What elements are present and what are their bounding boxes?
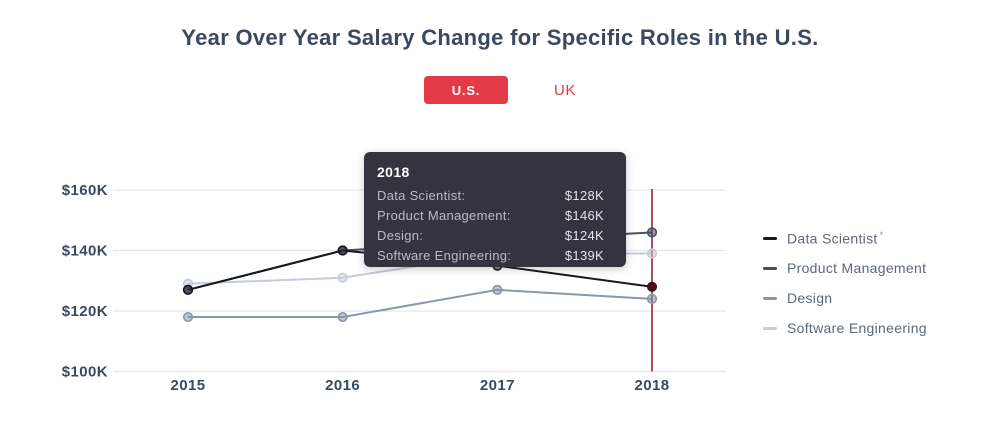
- y-axis-tick-label: $160K: [62, 182, 108, 199]
- data-point-data-scientist-2018[interactable]: [646, 281, 658, 292]
- tooltip-row-product-management: Product Management: $146K: [377, 206, 604, 226]
- legend-label: Software Engineering: [787, 320, 927, 336]
- data-point-software-engineering-2016[interactable]: [337, 272, 348, 283]
- us-toggle-button[interactable]: U.S.: [423, 76, 508, 104]
- uk-toggle-button[interactable]: UK: [553, 81, 577, 99]
- data-point-design-2016[interactable]: [337, 311, 348, 323]
- x-axis-tick-label: 2015: [171, 377, 206, 394]
- legend-swatch-product-management: [763, 266, 777, 270]
- data-point-product-management-2018[interactable]: [646, 227, 658, 238]
- series-line-design: [188, 288, 653, 319]
- x-axis-tick-label: 2016: [325, 377, 360, 394]
- tooltip-row-data-scientist: Data Scientist: $128K: [377, 186, 604, 206]
- legend-swatch-data-scientist: [763, 236, 777, 240]
- legend-swatch-software-engineering: [763, 326, 777, 330]
- legend-swatch-design: [763, 296, 777, 300]
- chart-tooltip: 2018 Data Scientist: $128K Product Manag…: [364, 152, 626, 267]
- y-axis-tick-label: $100K: [62, 364, 108, 381]
- tooltip-label: Design:: [377, 228, 424, 243]
- data-point-design-2015[interactable]: [182, 311, 194, 323]
- page-title: Year Over Year Salary Change for Specifi…: [181, 25, 819, 50]
- legend-item-product-management[interactable]: Product Management: [763, 253, 927, 283]
- tooltip-year: 2018: [377, 164, 410, 180]
- tooltip-label: Data Scientist:: [377, 188, 466, 203]
- legend-label: Product Management: [787, 260, 927, 276]
- tooltip-label: Software Engineering:: [377, 248, 512, 263]
- data-point-software-engineering-2018[interactable]: [646, 248, 658, 259]
- tooltip-value: $128K: [564, 188, 604, 203]
- tooltip-value: $146K: [564, 208, 604, 223]
- legend-label: Design: [787, 290, 833, 306]
- data-point-design-2017[interactable]: [492, 284, 503, 295]
- data-point-design-2018[interactable]: [646, 293, 658, 305]
- data-point-data-scientist-2015[interactable]: [182, 284, 194, 295]
- legend-item-data-scientist[interactable]: Data Scientist *: [763, 223, 927, 253]
- data-point-data-scientist-2016[interactable]: [337, 245, 348, 256]
- country-toggle: U.S. UK: [0, 76, 1000, 104]
- tooltip-value: $124K: [564, 228, 604, 243]
- tooltip-value: $139K: [564, 248, 604, 263]
- asterisk-annotation: *: [879, 229, 884, 240]
- y-axis-tick-label: $140K: [62, 243, 108, 260]
- x-axis-tick-label: 2018: [635, 377, 670, 394]
- legend-label: Data Scientist *: [787, 229, 884, 247]
- tooltip-label: Product Management:: [377, 208, 511, 223]
- chart-legend: Data Scientist * Product Management Desig…: [763, 223, 927, 343]
- legend-item-design[interactable]: Design: [763, 283, 927, 313]
- tooltip-row-design: Design: $124K: [377, 226, 604, 246]
- tooltip-row-software-engineering: Software Engineering: $139K: [377, 246, 604, 266]
- y-axis-tick-label: $120K: [62, 303, 108, 320]
- x-axis-tick-label: 2017: [480, 377, 515, 394]
- legend-item-software-engineering[interactable]: Software Engineering: [763, 313, 927, 343]
